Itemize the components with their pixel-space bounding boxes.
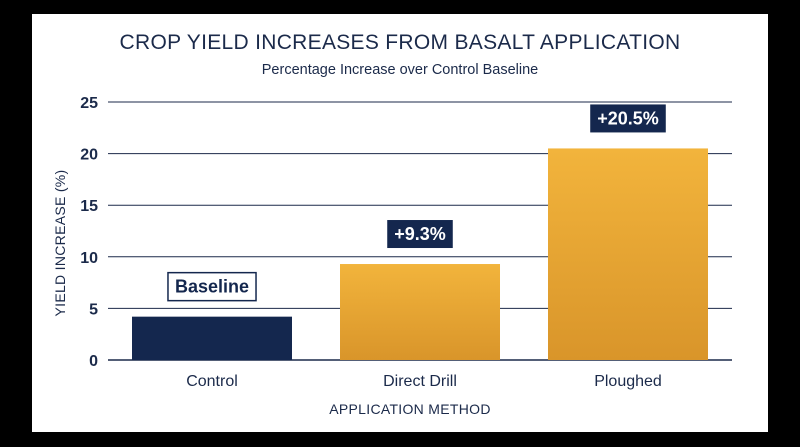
x-axis-categories: Control Direct Drill Ploughed (186, 373, 662, 390)
chart-title: CROP YIELD INCREASES FROM BASALT APPLICA… (120, 31, 681, 54)
x-category-label: Control (186, 373, 238, 390)
y-tick-label: 0 (89, 353, 98, 370)
y-tick-label: 10 (80, 250, 98, 267)
y-tick-label: 25 (80, 95, 98, 112)
data-label: +20.5% (590, 104, 666, 133)
bar-direct-drill (340, 264, 500, 360)
data-label-text: +20.5% (597, 108, 659, 128)
data-label-box (590, 104, 666, 133)
y-axis-label: YIELD INCREASE (%) (52, 170, 68, 317)
y-axis-ticks: 0 5 10 15 20 25 (80, 95, 98, 370)
x-category-label: Direct Drill (383, 373, 457, 390)
bar-chart: CROP YIELD INCREASES FROM BASALT APPLICA… (52, 31, 732, 417)
data-label-box (387, 220, 453, 249)
y-tick-label: 15 (80, 198, 98, 215)
data-label: +9.3% (387, 220, 453, 249)
chart-frame: CROP YIELD INCREASES FROM BASALT APPLICA… (32, 14, 768, 432)
data-label-box (167, 271, 257, 302)
data-label-text: +9.3% (394, 224, 446, 244)
y-tick-label: 5 (89, 301, 98, 318)
bar-ploughed (548, 148, 708, 360)
data-label: Baseline (167, 271, 257, 302)
chart-subtitle: Percentage Increase over Control Baselin… (262, 62, 538, 78)
y-tick-label: 20 (80, 147, 98, 164)
x-axis-label: APPLICATION METHOD (329, 401, 491, 417)
data-labels: Baseline +9.3% +20.5% (167, 104, 666, 302)
bars (132, 148, 708, 360)
x-category-label: Ploughed (594, 373, 662, 390)
bar-control (132, 316, 292, 360)
data-label-text: Baseline (175, 277, 249, 297)
